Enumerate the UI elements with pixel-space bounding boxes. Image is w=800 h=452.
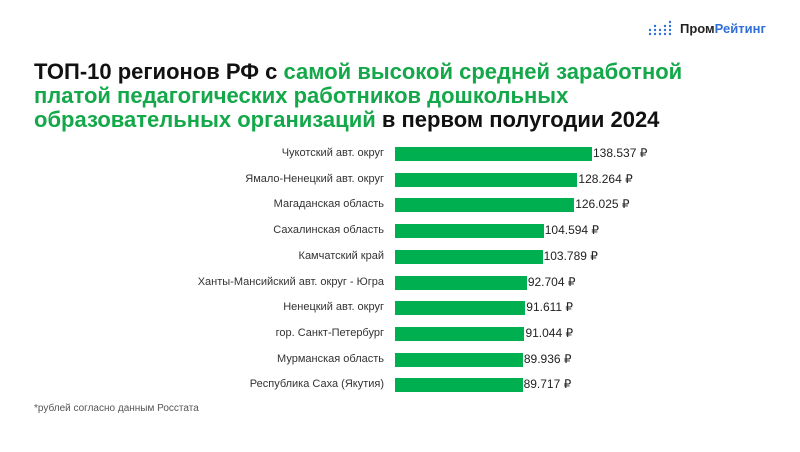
category-label: Чукотский авт. округ <box>281 147 384 159</box>
category-label: Республика Саха (Якутия) <box>249 378 384 391</box>
value-label: 104.594 ₽ <box>544 223 600 238</box>
value-label: 103.789 ₽ <box>543 248 598 263</box>
title-part-1: ТОП-10 регионов РФ с <box>34 59 284 84</box>
bar <box>395 378 523 393</box>
value-label: 91.611 ₽ <box>526 300 574 315</box>
bar <box>395 352 523 367</box>
bar <box>395 147 592 161</box>
value-label: 126.025 ₽ <box>575 197 630 212</box>
logo: ПромРейтинг <box>648 18 766 38</box>
value-label: 128.264 ₽ <box>578 171 633 186</box>
value-label: 138.537 ₽ <box>593 146 648 160</box>
logo-bars-icon <box>648 20 672 36</box>
title-highlight: самой высокой средней заработной платой … <box>34 59 683 132</box>
bar <box>395 224 544 239</box>
value-label: 89.936 ₽ <box>523 351 572 366</box>
bar <box>395 249 543 264</box>
value-label: 89.717 ₽ <box>523 377 572 392</box>
logo-text-1: Пром <box>680 20 715 36</box>
bar <box>395 172 578 187</box>
category-label: Сахалинская область <box>273 224 384 237</box>
bar <box>395 198 575 213</box>
category-label: Магаданская область <box>273 198 384 211</box>
category-label: Ханты-Мансийский авт. округ - Югра <box>197 275 384 288</box>
bar <box>395 301 526 316</box>
footnote: *рублей согласно данным Росстата <box>34 403 199 414</box>
bar <box>395 326 525 341</box>
category-label: Мурманская область <box>277 352 384 365</box>
value-label: 91.044 ₽ <box>525 325 574 340</box>
chart-title: ТОП-10 регионов РФ с самой высокой средн… <box>34 60 754 132</box>
value-label: 92.704 ₽ <box>527 274 576 289</box>
bar <box>395 275 527 290</box>
title-part-3: в первом полугодии 2024 <box>375 107 660 132</box>
logo-text-2: Рейтинг <box>714 20 766 36</box>
category-label: Камчатский край <box>298 249 384 262</box>
category-label: Ненецкий авт. округ <box>283 301 384 314</box>
bar-chart: Чукотский авт. округ 138.537 ₽ Ямало-Ненец… <box>0 140 800 400</box>
category-label: Ямало-Ненецкий авт. округ <box>245 172 384 185</box>
category-label: гор. Санкт-Петербург <box>275 326 384 339</box>
